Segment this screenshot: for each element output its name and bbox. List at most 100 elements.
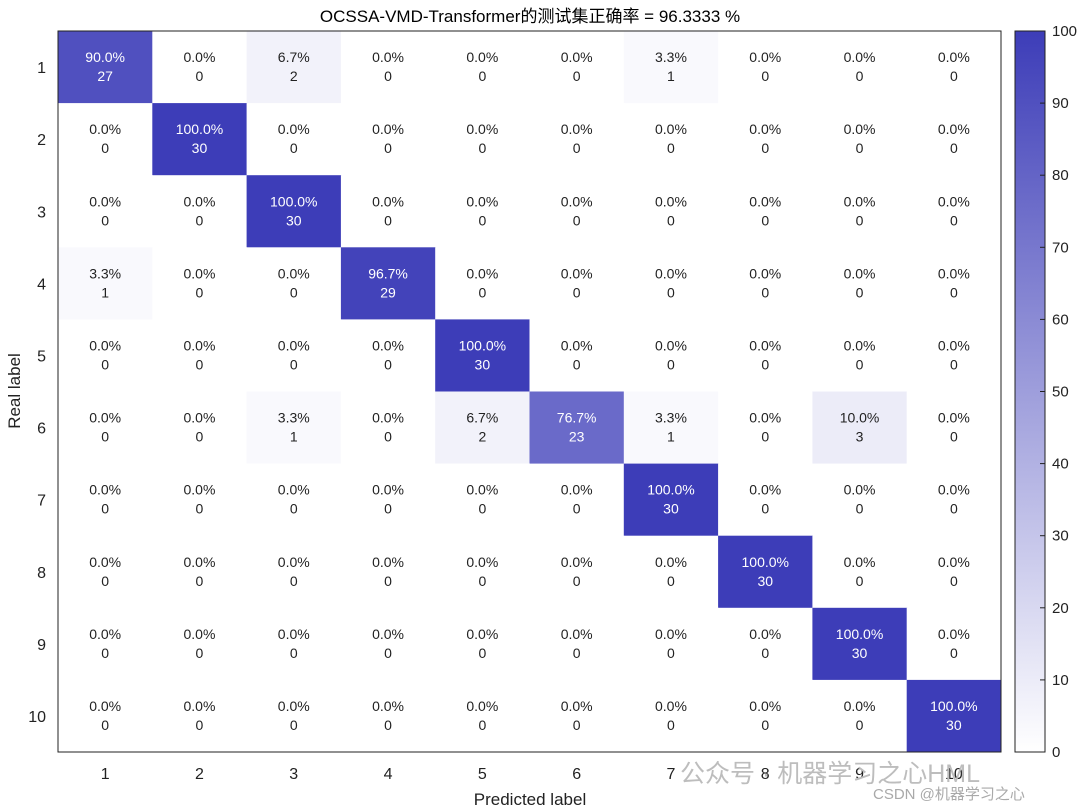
cell-count-label: 0 [761, 212, 769, 228]
cell-count-label: 0 [196, 284, 204, 300]
plot-frame [57, 30, 1002, 753]
cell-percentage-label: 0.0% [749, 698, 781, 714]
cell-count-label: 0 [384, 501, 392, 517]
cell-count-label: 0 [950, 429, 958, 445]
y-tick-label: 3 [37, 204, 46, 221]
cell-count-label: 0 [667, 140, 675, 156]
heatmap-cell [906, 247, 1002, 320]
cell-percentage-label: 0.0% [938, 337, 970, 353]
cell-percentage-label: 0.0% [938, 193, 970, 209]
x-tick-label: 7 [666, 766, 675, 783]
cell-percentage-label: 0.0% [278, 626, 310, 642]
x-tick-label: 1 [101, 766, 110, 783]
cell-count-label: 0 [384, 140, 392, 156]
heatmap-cell [340, 319, 436, 392]
heatmap-cell [906, 679, 1002, 753]
cell-percentage-label: 0.0% [844, 482, 876, 498]
cell-percentage-label: 0.0% [278, 265, 310, 281]
cell-percentage-label: 3.3% [655, 49, 687, 65]
cell-percentage-label: 0.0% [183, 554, 215, 570]
cell-count-label: 0 [290, 645, 298, 661]
cell-count-label: 0 [290, 284, 298, 300]
cell-percentage-label: 0.0% [655, 554, 687, 570]
cell-percentage-label: 0.0% [466, 626, 498, 642]
cell-percentage-label: 0.0% [466, 698, 498, 714]
heatmap-cell [58, 247, 153, 320]
cell-count-label: 0 [950, 212, 958, 228]
heatmap-cell [812, 679, 908, 753]
cell-count-label: 0 [478, 140, 486, 156]
heatmap-cell [246, 607, 342, 681]
colorbar-tick-label: 50 [1052, 384, 1069, 401]
cell-count-label: 0 [950, 573, 958, 589]
cell-count-label: 0 [101, 140, 109, 156]
cell-count-label: 1 [290, 429, 298, 445]
cell-percentage-label: 0.0% [372, 698, 404, 714]
cell-percentage-label: 0.0% [938, 121, 970, 137]
cell-count-label: 30 [475, 356, 491, 372]
heatmap-cell [906, 103, 1002, 176]
heatmap-cell [529, 103, 625, 176]
cell-count-label: 0 [290, 501, 298, 517]
heatmap-cell [718, 319, 813, 392]
cell-percentage-label: 0.0% [749, 265, 781, 281]
cell-percentage-label: 0.0% [89, 626, 121, 642]
heatmap-cell [812, 319, 908, 392]
cell-count-label: 0 [478, 717, 486, 733]
heatmap-cell [152, 391, 248, 465]
heatmap-cell [435, 103, 530, 176]
heatmap-cell [623, 175, 719, 248]
cell-percentage-label: 0.0% [844, 49, 876, 65]
cell-percentage-label: 0.0% [466, 193, 498, 209]
heatmap-cell [152, 607, 248, 681]
cell-percentage-label: 0.0% [89, 337, 121, 353]
cell-count-label: 0 [667, 717, 675, 733]
colorbar-tick-label: 40 [1052, 456, 1069, 473]
heatmap-cell [906, 31, 1002, 104]
cell-percentage-label: 100.0% [930, 698, 977, 714]
cell-percentage-label: 0.0% [844, 337, 876, 353]
cell-count-label: 0 [384, 356, 392, 372]
heatmap-cell [623, 535, 719, 609]
cell-percentage-label: 0.0% [466, 265, 498, 281]
cell-count-label: 0 [384, 573, 392, 589]
cell-count-label: 0 [856, 501, 864, 517]
heatmap-cell [812, 463, 908, 537]
heatmap-cell [58, 31, 153, 104]
y-tick-label: 10 [28, 709, 46, 726]
cell-count-label: 0 [478, 212, 486, 228]
heatmap-cell [152, 463, 248, 537]
cell-count-label: 0 [761, 645, 769, 661]
heatmap-cell [623, 319, 719, 392]
heatmap-cell [246, 103, 342, 176]
heatmap-cell [529, 463, 625, 537]
cell-percentage-label: 100.0% [270, 193, 317, 209]
cell-count-label: 0 [101, 212, 109, 228]
heatmap-cells: 90.0%270.0%06.7%20.0%00.0%00.0%03.3%10.0… [58, 31, 1002, 753]
heatmap-cell [906, 175, 1002, 248]
cell-count-label: 0 [761, 68, 769, 84]
cell-count-label: 0 [856, 212, 864, 228]
cell-count-label: 0 [101, 573, 109, 589]
cell-count-label: 0 [573, 573, 581, 589]
cell-count-label: 0 [101, 356, 109, 372]
cell-percentage-label: 0.0% [561, 121, 593, 137]
cell-percentage-label: 0.0% [938, 482, 970, 498]
colorbar-tick-label: 70 [1052, 239, 1069, 256]
x-tick-label: 9 [855, 766, 864, 783]
heatmap-cell [58, 103, 153, 176]
cell-count-label: 0 [856, 284, 864, 300]
heatmap-cell [529, 391, 625, 465]
heatmap-cell [246, 319, 342, 392]
cell-percentage-label: 0.0% [938, 265, 970, 281]
heatmap-cell [340, 607, 436, 681]
cell-count-label: 0 [667, 645, 675, 661]
colorbar-tick-label: 100 [1052, 23, 1077, 40]
heatmap-cell [812, 175, 908, 248]
cell-percentage-label: 0.0% [655, 193, 687, 209]
heatmap-cell [623, 607, 719, 681]
y-tick-label: 1 [37, 60, 46, 77]
x-tick-label: 6 [572, 766, 581, 783]
cell-count-label: 0 [761, 140, 769, 156]
cell-count-label: 0 [290, 573, 298, 589]
